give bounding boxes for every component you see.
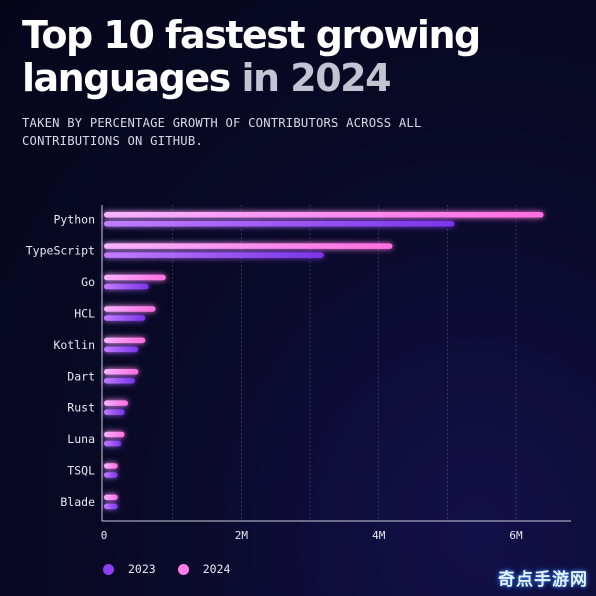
bar-2024-luna xyxy=(104,431,125,438)
legend: 2023 2024 xyxy=(103,562,252,576)
category-label-typescript: TypeScript xyxy=(26,244,95,258)
bar-2024-kotlin xyxy=(104,337,146,344)
bar-2024-blade xyxy=(104,494,118,501)
bar-2024-go xyxy=(104,274,166,281)
category-label-python: Python xyxy=(53,212,95,226)
watermark: 奇点手游网 xyxy=(498,570,588,590)
bar-2023-kotlin xyxy=(104,346,139,353)
bar-2023-go xyxy=(104,283,149,290)
bar-2024-tsql xyxy=(104,463,118,469)
bar-2024-python xyxy=(104,212,544,218)
bar-2024-typescript xyxy=(104,243,393,249)
bar-2023-luna xyxy=(104,440,122,447)
category-label-dart: Dart xyxy=(67,369,95,383)
category-label-luna: Luna xyxy=(67,432,95,446)
bar-2023-hcl xyxy=(104,315,146,321)
chart-title-main: Top 10 fastest growing languages xyxy=(22,13,481,100)
x-tick-label: 0 xyxy=(101,529,108,542)
legend-item-2023: 2023 xyxy=(103,562,156,576)
category-label-go: Go xyxy=(81,275,95,289)
bar-2023-python xyxy=(104,221,455,227)
x-tick-label: 4M xyxy=(372,529,386,542)
legend-swatch-2023 xyxy=(103,563,114,575)
bar-2023-typescript xyxy=(104,252,324,258)
bar-2024-rust xyxy=(104,400,129,406)
category-label-tsql: TSQL xyxy=(67,463,95,477)
legend-item-2024: 2024 xyxy=(177,562,231,576)
bar-2024-dart xyxy=(104,369,139,375)
x-tick-label: 6M xyxy=(509,529,523,542)
bars xyxy=(104,212,544,510)
bar-2023-tsql xyxy=(104,472,118,478)
x-tick-label: 2M xyxy=(235,529,249,542)
chart-title: Top 10 fastest growing languages in 2024 xyxy=(22,14,562,100)
bar-2023-rust xyxy=(104,409,125,415)
category-label-rust: Rust xyxy=(67,401,95,415)
category-labels: Python TypeScript Go HCL Kotlin Dart Rust Luna T… xyxy=(26,212,95,509)
bar-2024-hcl xyxy=(104,306,156,312)
chart-title-accent: in 2024 xyxy=(241,56,391,100)
chart-subtitle: TAKEN BY PERCENTAGE GROWTH OF CONTRIBUTO… xyxy=(22,116,422,148)
x-axis: 0 2M 4M 6M xyxy=(101,205,571,542)
category-label-hcl: HCL xyxy=(74,306,95,320)
bar-2023-blade xyxy=(104,503,118,510)
legend-label-2024: 2024 xyxy=(202,562,231,576)
category-label-blade: Blade xyxy=(60,495,95,509)
category-label-kotlin: Kotlin xyxy=(53,338,95,352)
legend-swatch-2024 xyxy=(177,563,189,575)
bar-2023-dart xyxy=(104,378,135,384)
legend-label-2023: 2023 xyxy=(128,562,156,576)
